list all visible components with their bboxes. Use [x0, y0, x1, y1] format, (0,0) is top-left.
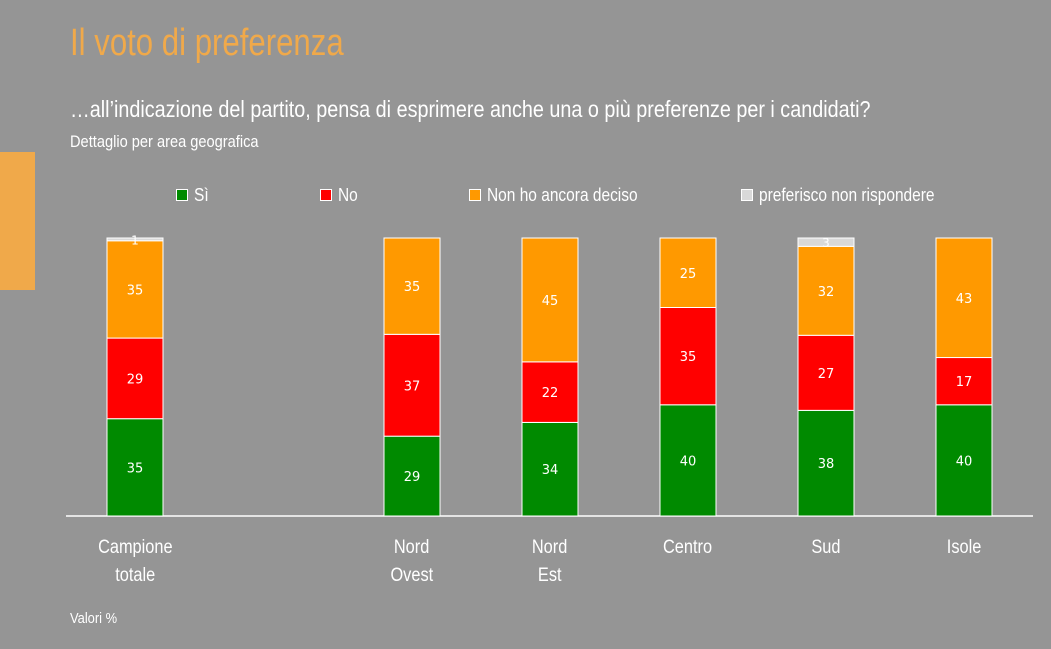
category-label-line-1-1: Ovest — [390, 565, 434, 586]
legend-label-si: Sì — [194, 184, 209, 205]
data-label-no-4: 27 — [818, 367, 835, 382]
data-label-no-2: 22 — [542, 386, 559, 401]
footnote: Valori % — [70, 610, 118, 627]
bar-segment-no-3 — [659, 307, 717, 406]
data-label-non-deciso-4: 32 — [818, 285, 835, 300]
category-label-line-2-0: Nord — [532, 537, 568, 558]
bar-segment-no-4 — [797, 334, 855, 411]
bar-segment-non-deciso-1 — [383, 237, 441, 335]
data-label-no-0: 29 — [127, 372, 144, 387]
legend-swatch-si — [176, 189, 188, 201]
data-label-non-rispondere-4: 3 — [822, 236, 830, 250]
legend-item-non-rispondere: preferisco non rispondere — [741, 184, 963, 206]
bar-segment-no-2 — [521, 361, 579, 423]
legend-item-non-deciso: Non ho ancora deciso — [469, 184, 662, 206]
bar-segment-si-0 — [106, 418, 164, 517]
data-label-non-rispondere-0: 1 — [131, 233, 139, 247]
legend-item-no: No — [320, 184, 361, 206]
category-label-4: Sud — [766, 534, 886, 562]
legend-label-no: No — [338, 184, 358, 205]
bar-segment-non-deciso-4 — [797, 245, 855, 336]
bar-segment-non-rispondere-0 — [106, 237, 164, 242]
category-label-line-0-1: totale — [115, 565, 155, 586]
data-label-si-2: 34 — [542, 463, 559, 478]
category-label-line-5-0: Isole — [946, 537, 982, 558]
legend-swatch-no — [320, 189, 332, 201]
category-label-5: Isole — [904, 534, 1024, 562]
bar-segment-no-5 — [935, 357, 993, 406]
data-label-non-deciso-2: 45 — [542, 294, 559, 309]
category-label-3: Centro — [628, 534, 748, 562]
legend-item-si: Sì — [176, 184, 211, 206]
side-accent-bar — [0, 152, 35, 290]
legend-swatch-non-rispondere — [741, 189, 753, 201]
data-label-si-4: 38 — [818, 457, 835, 472]
bar-segment-si-5 — [935, 404, 993, 517]
chart-title: Il voto di preferenza — [70, 22, 344, 64]
data-label-no-5: 17 — [956, 375, 973, 390]
data-label-no-1: 37 — [404, 379, 421, 394]
category-label-line-3-0: Centro — [663, 537, 713, 558]
category-label-line-2-1: Est — [538, 565, 562, 586]
category-label-line-1-0: Nord — [394, 537, 430, 558]
data-label-si-1: 29 — [404, 470, 421, 485]
bar-segment-no-0 — [106, 337, 164, 420]
data-label-non-deciso-1: 35 — [404, 280, 421, 295]
bar-segment-si-3 — [659, 404, 717, 517]
bar-segment-non-rispondere-4 — [797, 237, 855, 247]
legend-swatch-non-deciso — [469, 189, 481, 201]
category-label-line-4-0: Sud — [811, 537, 841, 558]
data-label-si-5: 40 — [956, 454, 973, 469]
bar-segment-non-deciso-2 — [521, 237, 579, 363]
category-label-0: Campione totale — [75, 534, 195, 590]
legend-label-non-rispondere: preferisco non rispondere — [759, 184, 935, 205]
category-label-1: Nord Ovest — [352, 534, 472, 590]
legend-label-non-deciso: Non ho ancora deciso — [487, 184, 638, 205]
data-label-non-deciso-3: 25 — [680, 267, 697, 282]
category-label-2: Nord Est — [490, 534, 610, 590]
chart-subtitle: …all’indicazione del partito, pensa di e… — [70, 96, 871, 122]
bar-segment-non-deciso-0 — [106, 240, 164, 339]
data-label-si-0: 35 — [127, 461, 144, 476]
bar-segment-non-deciso-5 — [935, 237, 993, 359]
category-label-line-0-0: Campione — [97, 537, 173, 558]
data-label-non-deciso-5: 43 — [956, 292, 973, 307]
bar-segment-si-2 — [521, 421, 579, 517]
bar-segment-si-4 — [797, 409, 855, 517]
data-label-no-3: 35 — [680, 350, 697, 365]
data-label-si-3: 40 — [680, 454, 697, 469]
data-label-non-deciso-0: 35 — [127, 283, 144, 298]
bar-segment-si-1 — [383, 435, 441, 517]
bar-segment-non-deciso-3 — [659, 237, 717, 308]
chart-detail: Dettaglio per area geografica — [70, 132, 259, 151]
